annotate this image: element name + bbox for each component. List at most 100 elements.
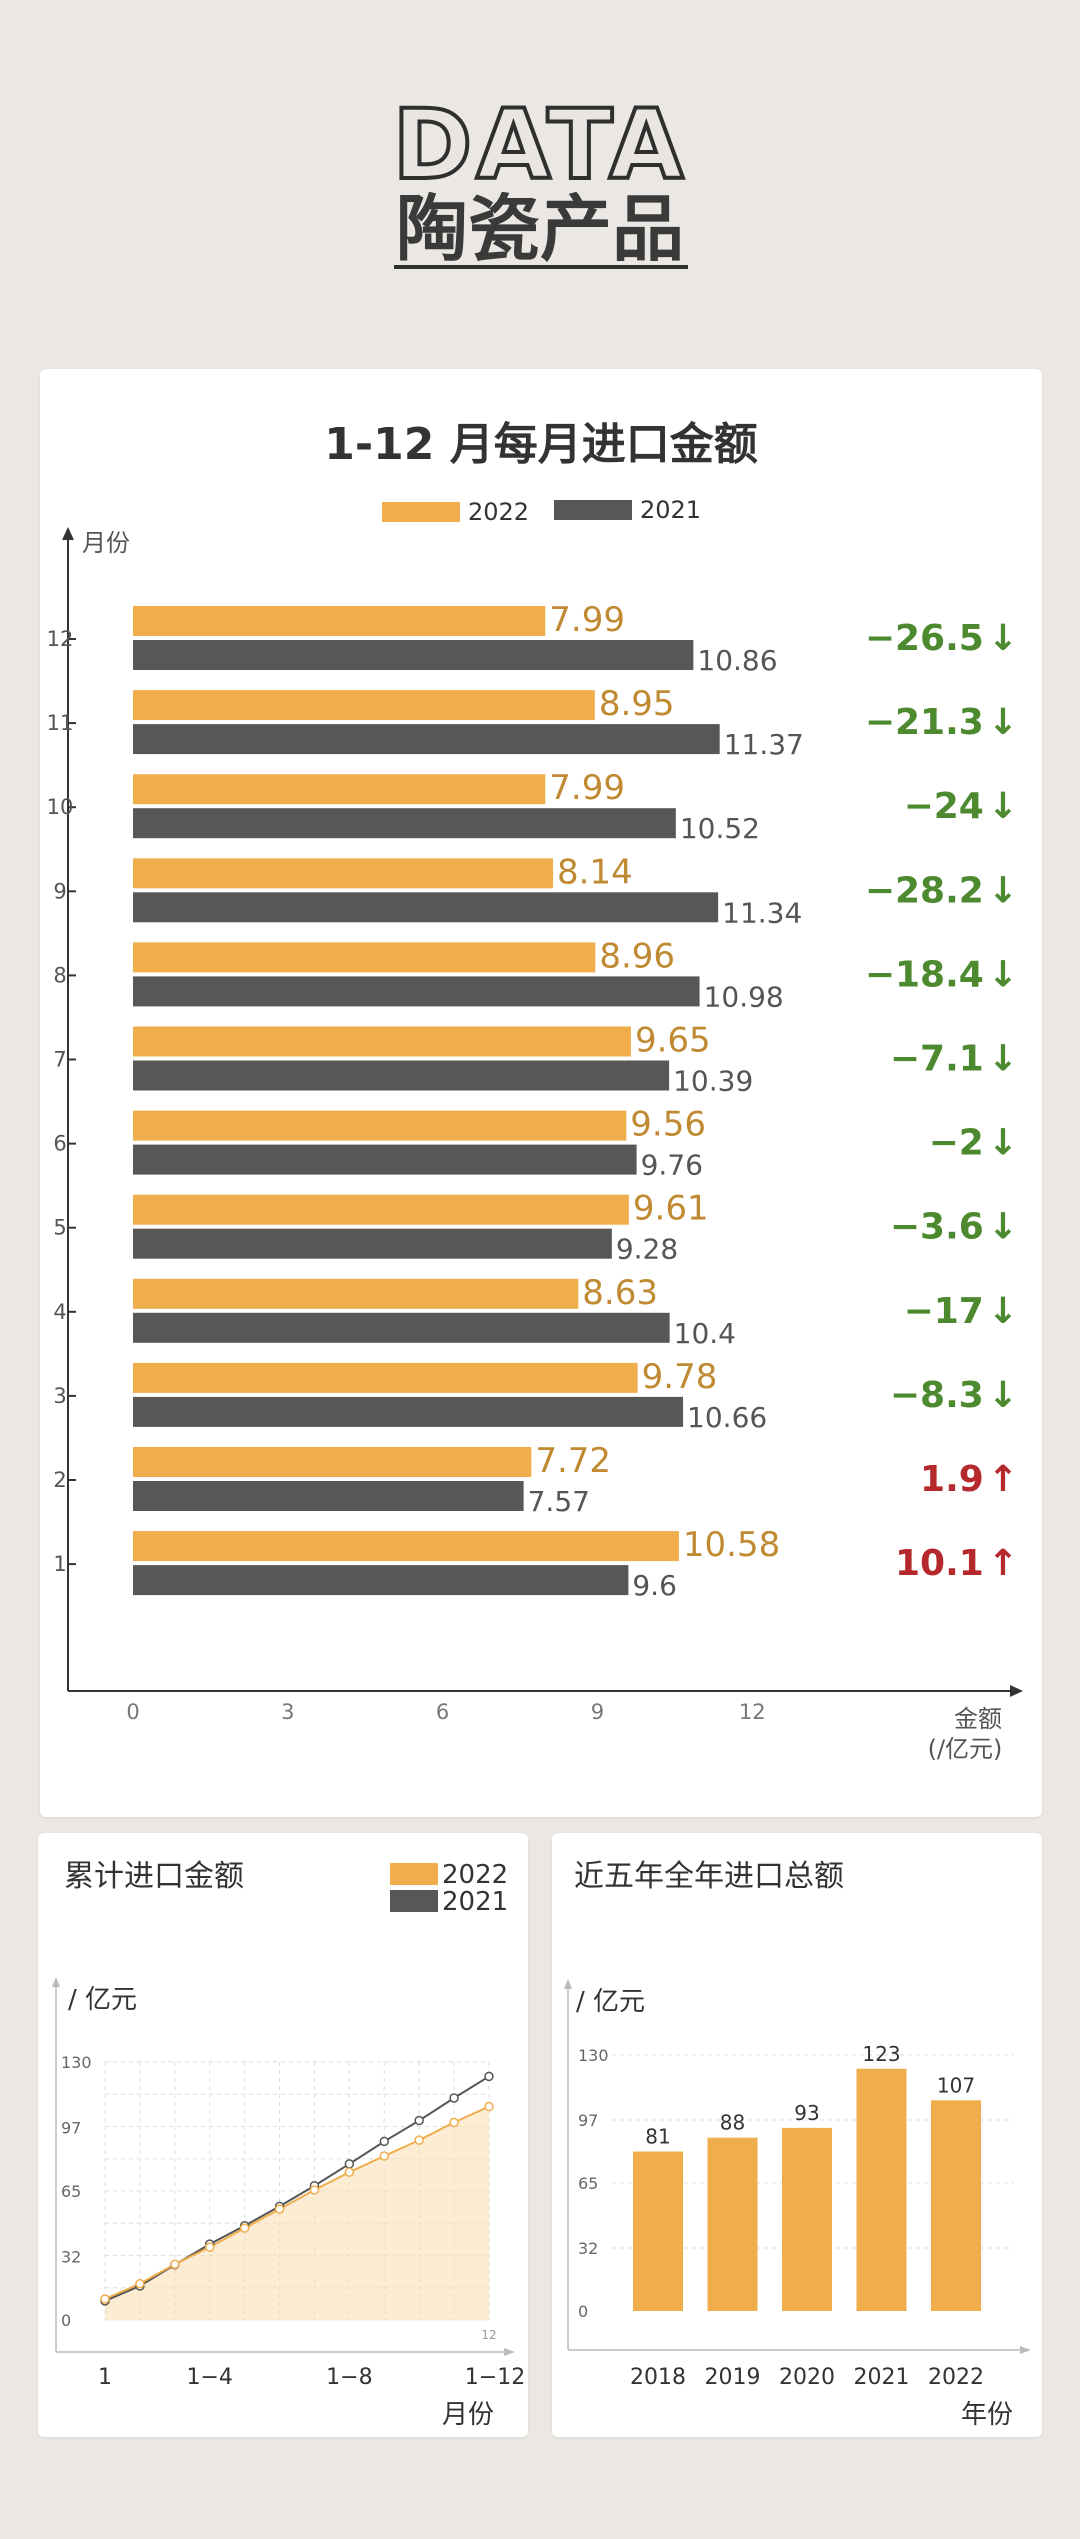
title-data: DATA (391, 89, 688, 201)
legend-label-2021: 2021 (640, 496, 701, 524)
x-tick-label: 0 (126, 1700, 139, 1724)
title-ceramic-products: 陶瓷产品 (395, 187, 684, 271)
month-label: 11 (47, 711, 74, 735)
annual-bar-value: 81 (645, 2124, 670, 2148)
bar-2021 (133, 976, 700, 1007)
month-label: 1 (53, 1552, 66, 1576)
y-tick-label: 130 (578, 2046, 609, 2065)
point-2022 (135, 2278, 145, 2289)
annual-bar (633, 2151, 683, 2311)
bar-2021 (133, 640, 694, 670)
x-tick-label: 6 (436, 1700, 449, 1724)
bar-value-2022: 8.14 (557, 852, 633, 892)
point-2021 (484, 2071, 494, 2082)
point-2022 (414, 2135, 424, 2145)
y-axis-arrow (564, 1979, 572, 1989)
yoy-change-value: −26.5 (865, 618, 984, 659)
legend-swatch-2022 (382, 502, 460, 522)
yoy-change: −3.6 ↓ (890, 1207, 1018, 1248)
yoy-change: −18.4 ↓ (865, 954, 1018, 995)
point-2022 (449, 2117, 459, 2128)
yoy-change-arrow: ↓ (988, 702, 1018, 743)
year-label: 2022 (928, 2365, 984, 2390)
legend-label-2021: 2021 (442, 1887, 508, 1917)
yoy-change-arrow: ↓ (988, 1039, 1018, 1080)
yoy-change: −24 ↓ (904, 786, 1018, 827)
yoy-change-arrow: ↓ (988, 1291, 1018, 1332)
month-label: 10 (47, 795, 74, 819)
bar-value-2022: 7.72 (535, 1441, 611, 1481)
bar-2021 (133, 1312, 670, 1343)
yoy-change-value: −28.2 (865, 870, 984, 911)
yoy-change: −2 ↓ (929, 1123, 1018, 1164)
chart-title: 1-12 月每月进口金额 (324, 419, 757, 470)
y-tick-label: 32 (61, 2247, 81, 2266)
x-tick-label: 1 (98, 2365, 112, 2390)
yoy-change-value: −2 (929, 1123, 984, 1164)
point-2022 (274, 2204, 285, 2214)
yoy-change: 1.9 ↑ (920, 1459, 1018, 1500)
month-label: 12 (47, 627, 74, 651)
x-axis-arrow (1010, 1685, 1023, 1697)
y-axis-arrow (62, 527, 74, 540)
title-underline (394, 265, 688, 269)
page-header: DATA 陶瓷产品 (0, 89, 1080, 275)
bar-2021 (133, 1228, 612, 1259)
bar-value-2022: 9.56 (630, 1105, 706, 1145)
cumulative-title: 累计进口金额 (64, 1859, 244, 1894)
x-axis-label: 金额 (954, 1705, 1002, 1733)
y-tick-label: 97 (578, 2111, 598, 2130)
yoy-change-value: −24 (904, 786, 984, 827)
bar-value-2022: 7.99 (549, 768, 625, 808)
bar-value-2022: 9.65 (635, 1021, 711, 1061)
bar-value-2021: 10.4 (674, 1317, 736, 1350)
point-2022 (484, 2101, 494, 2112)
y-axis-arrow (52, 1977, 60, 1987)
point-2021 (414, 2115, 424, 2126)
x-axis-label: 月份 (442, 2400, 494, 2430)
bar-value-2021: 10.98 (704, 980, 784, 1013)
annual-bar (707, 2137, 758, 2311)
annual-bar (856, 2068, 907, 2311)
y-axis-label: 月份 (82, 529, 130, 557)
bar-value-2021: 10.52 (680, 812, 760, 845)
annual-bar-value: 123 (862, 2042, 900, 2066)
yoy-change-value: −17 (904, 1291, 984, 1332)
x-axis-arrow (1020, 2346, 1031, 2354)
x-tick-label: 1−4 (187, 2365, 233, 2390)
bar-2022 (133, 774, 546, 805)
bar-2022 (133, 1278, 579, 1309)
month-label: 5 (53, 1216, 66, 1240)
yoy-change: −28.2 ↓ (865, 870, 1018, 911)
y-tick-label: 32 (578, 2239, 598, 2258)
month-label: 8 (53, 963, 66, 987)
x-tick-label: 1−8 (326, 2365, 372, 2390)
bar-value-2021: 9.28 (616, 1233, 678, 1266)
year-label: 2019 (705, 2365, 761, 2390)
bar-value-2021: 10.86 (697, 644, 777, 677)
yoy-change: 10.1 ↑ (895, 1543, 1018, 1584)
bar-2022 (133, 942, 596, 973)
x-tick-label: 9 (591, 1700, 604, 1724)
yoy-change-arrow: ↓ (988, 786, 1018, 827)
yoy-change-value: 10.1 (895, 1543, 984, 1584)
point-2022 (170, 2259, 180, 2270)
line-2022 (104, 2105, 490, 2300)
x-axis-arrow (504, 2348, 515, 2356)
x-tick-label: 1−12 (465, 2365, 525, 2390)
legend-label-2022: 2022 (468, 498, 529, 526)
bar-value-2022: 9.61 (633, 1189, 709, 1229)
y-tick-label: 97 (61, 2118, 81, 2137)
bar-2021 (133, 1144, 637, 1175)
bar-value-2022: 7.99 (549, 600, 625, 640)
yoy-change-value: −8.3 (890, 1375, 984, 1416)
bar-2021 (133, 1060, 670, 1091)
yoy-change-arrow: ↓ (988, 618, 1018, 659)
bar-value-2021: 10.39 (673, 1065, 753, 1098)
point-2021 (379, 2136, 390, 2147)
bar-value-2021: 11.34 (722, 896, 802, 929)
annual-bar (782, 2127, 832, 2311)
point-2022 (204, 2242, 215, 2252)
yoy-change-arrow: ↓ (988, 954, 1018, 995)
